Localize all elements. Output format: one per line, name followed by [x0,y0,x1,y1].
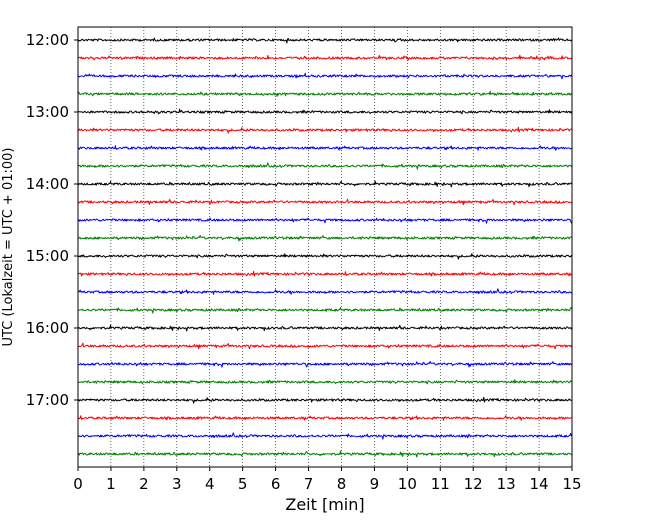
seismogram-trace [77,288,573,295]
x-tick-label: 14 [530,475,549,493]
y-tick-label: 17:00 [26,391,69,409]
x-axis-label: Zeit [min] [285,495,364,514]
x-tick-label: 13 [497,475,516,493]
seismogram-trace [77,324,573,332]
y-tick-label: 16:00 [26,319,69,337]
x-tick-label: 2 [139,475,149,493]
x-tick-label: 15 [562,475,581,493]
seismogram-trace [78,307,573,314]
plot-frame [77,26,573,468]
x-tick-label: 4 [205,475,215,493]
seismogram-trace [77,90,573,97]
seismogram-trace [77,180,573,188]
seismogram-trace [77,396,573,404]
seismogram-trace [77,72,573,80]
y-tick-label: 13:00 [26,103,69,121]
seismogram-trace [77,360,572,368]
seismogram-trace [77,126,573,134]
seismogram-trace [77,432,573,440]
x-tick-label: 3 [172,475,182,493]
x-tick-label: 8 [337,475,347,493]
y-tick-label: 14:00 [26,175,69,193]
x-tick-label: 6 [271,475,281,493]
seismogram-trace [77,450,573,458]
x-tick-label: 10 [398,475,417,493]
seismogram-trace [77,108,573,115]
seismogram-trace [77,415,573,421]
seismogram-trace [77,234,573,242]
seismogram-trace [77,37,573,44]
tick-marks [74,39,573,471]
trace-group [77,37,573,458]
seismogram-trace [77,253,573,260]
seismogram-trace [77,217,573,224]
x-tick-label: 9 [370,475,380,493]
y-tick-label: 15:00 [26,247,69,265]
tick-labels: 0 1 2 3 4 5 6 7 8 9 10 11 12 13 14 1512:0013:0014:0015:… [26,31,582,493]
x-tick-label: 1 [106,475,116,493]
x-tick-label: 12 [464,475,483,493]
x-tick-label: 0 [73,475,83,493]
seismogram-trace [77,270,573,277]
grid-lines [110,27,540,467]
seismogram-trace [77,198,573,206]
seismogram-trace [77,145,573,151]
y-tick-label: 12:00 [26,31,69,49]
y-axis-label: UTC (Lokalzeit = UTC + 01:00) [1,148,16,347]
seismogram-trace [77,379,573,385]
seismogram-trace [77,342,573,350]
seismogram-trace [77,162,573,170]
x-tick-label: 11 [431,475,450,493]
x-tick-label: 7 [304,475,314,493]
x-tick-label: 5 [238,475,248,493]
seismogram-trace [77,54,573,61]
